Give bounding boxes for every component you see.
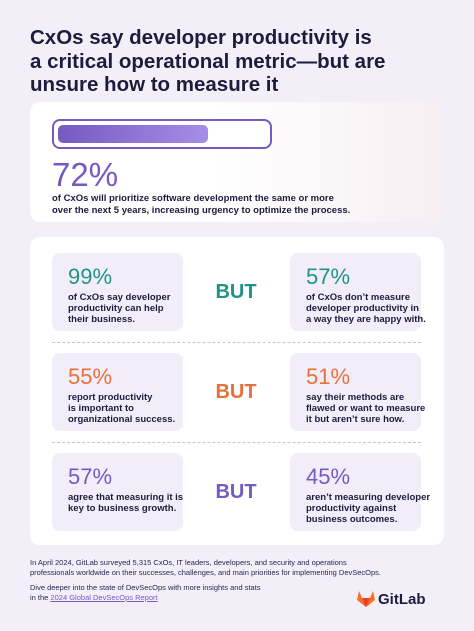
title-line: unsure how to measure it [30,73,279,96]
text-line: report productivity [68,392,153,403]
separator [52,342,421,343]
stat-value: 99% [68,264,113,289]
gitlab-icon [357,591,375,607]
text-line: key to business growth. [68,503,177,514]
text-line: productivity against [306,503,397,514]
text-line: agree that measuring it is [68,492,184,503]
stat-text: report productivity is important to organi… [68,392,175,425]
highlight-text: of CxOs will prioritize software develop… [52,193,350,217]
connector: BUT [215,481,257,503]
progress-track [52,119,272,149]
text-line: it but aren’t sure how. [306,414,405,425]
stat-box: 99% of CxOs say developer productivity can… [52,253,183,331]
survey-note: In April 2024, GitLab surveyed 5,315 CxO… [30,558,381,578]
connector: BUT [215,381,257,403]
logo-text: GitLab [378,591,426,608]
stat-text: agree that measuring it is key to busines… [68,492,183,514]
stat-text: aren’t measuring developer productivity a… [306,492,430,525]
stat-text: of CxOs don’t measure developer productiv… [306,292,426,325]
text-line: professionals worldwide on their success… [30,568,381,577]
stat-box: 45% aren’t measuring developer productivit… [290,453,430,531]
report-link[interactable]: 2024 Global DevSecOps Report [50,593,158,602]
text-line: business outcomes. [306,514,398,525]
stat-box: 51% say their methods are flawed or want t… [290,353,425,431]
title-line: a critical operational metric—but are [30,49,386,73]
text-line: say their methods are [306,392,405,403]
stat-box: 57% of CxOs don’t measure developer produc… [290,253,426,331]
progress-fill [58,125,208,143]
stat-box: 55% report productivity is important to org… [52,353,183,431]
text-line: over the next 5 years, increasing urgenc… [52,205,351,216]
stat-box: 57% agree that measuring it is key to busi… [52,453,183,531]
cta-note: Dive deeper into the state of DevSecOps … [30,583,261,603]
text-line: their business. [68,314,136,325]
stat-value: 55% [68,364,113,389]
connector: BUT [215,281,257,303]
separator [52,442,421,443]
text-line: aren’t measuring developer [306,492,431,503]
text-line: In April 2024, GitLab surveyed 5,315 CxO… [30,558,347,567]
text-line: is important to [68,403,134,414]
text-line: of CxOs say developer [68,292,171,303]
text-line: flawed or want to measure [306,403,426,414]
stat-value: 57% [68,464,113,489]
text-line: a way they are happy with. [306,314,426,325]
stat-value: 57% [306,264,351,289]
stat-value: 45% [306,464,351,489]
text-line: in the 2024 Global DevSecOps Report [30,593,158,602]
stat-text: of CxOs say developer productivity can he… [68,292,170,325]
title: CxOs say developer productivity is a crit… [30,26,385,97]
text-line: of CxOs will prioritize software develop… [52,193,334,204]
text-line: developer productivity in [306,303,419,314]
text-line: Dive deeper into the state of DevSecOps … [30,583,261,592]
stat-text: say their methods are flawed or want to m… [306,392,425,425]
highlight-stat: 72% [52,156,119,193]
stat-value: 51% [306,364,351,389]
text-line: of CxOs don’t measure [306,292,410,303]
text-line: productivity can help [68,303,164,314]
text-line: organizational success. [68,414,176,425]
title-line: CxOs say developer productivity is [30,26,372,49]
